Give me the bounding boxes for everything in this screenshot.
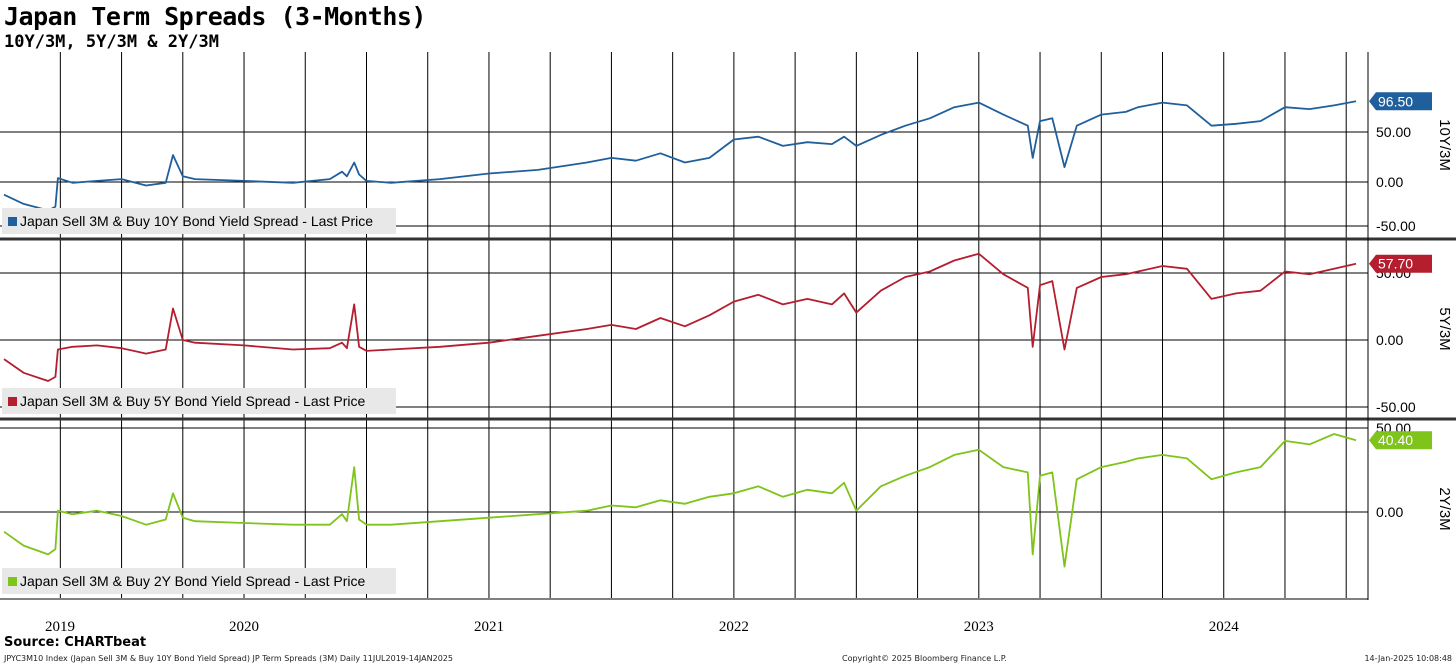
series-line [3, 433, 1357, 568]
x-tick-label: 2020 [229, 619, 259, 635]
last-value-label: 57.70 [1378, 256, 1413, 272]
y-tick-label: -50.00 [1376, 399, 1416, 415]
series-line [3, 252, 1357, 382]
panel-axis-label: 10Y/3M [1436, 119, 1453, 171]
footer-copyright: Copyright© 2025 Bloomberg Finance L.P. [842, 654, 1007, 663]
last-value-label: 40.40 [1378, 432, 1413, 448]
y-tick-label: 0.00 [1376, 504, 1403, 520]
panel-axis-label: 2Y/3M [1436, 487, 1453, 530]
panel-1: 50.00 0.00 -50.00 96.50 10Y/3M Japan Sell 3M … [0, 92, 1453, 234]
y-tick-label: 50.00 [1376, 124, 1411, 140]
last-value-tag [1369, 254, 1432, 273]
y-tick-label: -50.00 [1376, 218, 1416, 234]
footer-timestamp: 14-Jan-2025 10:08:48 [1364, 654, 1452, 663]
legend-label: Japan Sell 3M & Buy 5Y Bond Yield Spread… [20, 393, 365, 409]
chart-subtitle: 10Y/3M, 5Y/3M & 2Y/3M [4, 32, 219, 52]
series-line [3, 100, 1357, 212]
x-tick-label: 2019 [45, 619, 75, 635]
x-tick-label: 2024 [1209, 619, 1240, 635]
legend-box [2, 208, 396, 234]
x-tick-label: 2023 [964, 619, 994, 635]
legend-swatch [8, 397, 17, 406]
last-value-tag [1369, 431, 1432, 450]
legend-box [2, 568, 396, 594]
chart-title: Japan Term Spreads (3-Months) [4, 2, 427, 31]
y-tick-label: 0.00 [1376, 332, 1403, 348]
last-value-label: 96.50 [1378, 93, 1413, 109]
legend-label: Japan Sell 3M & Buy 10Y Bond Yield Sprea… [20, 213, 373, 229]
panel-axis-label: 5Y/3M [1436, 307, 1453, 350]
legend-label: Japan Sell 3M & Buy 2Y Bond Yield Spread… [20, 573, 365, 589]
legend-box [2, 388, 396, 414]
y-tick-label: 0.00 [1376, 174, 1403, 190]
source-note: Source: CHARTbeat [4, 635, 147, 650]
x-tick-label: 2021 [474, 619, 504, 635]
last-value-tag [1369, 92, 1432, 111]
vertical-gridlines [59, 52, 1347, 598]
legend-swatch [8, 577, 17, 586]
x-tick-label: 2022 [719, 619, 749, 635]
legend-swatch [8, 217, 17, 226]
footer-left: JPYC3M10 Index (Japan Sell 3M & Buy 10Y … [4, 654, 453, 663]
